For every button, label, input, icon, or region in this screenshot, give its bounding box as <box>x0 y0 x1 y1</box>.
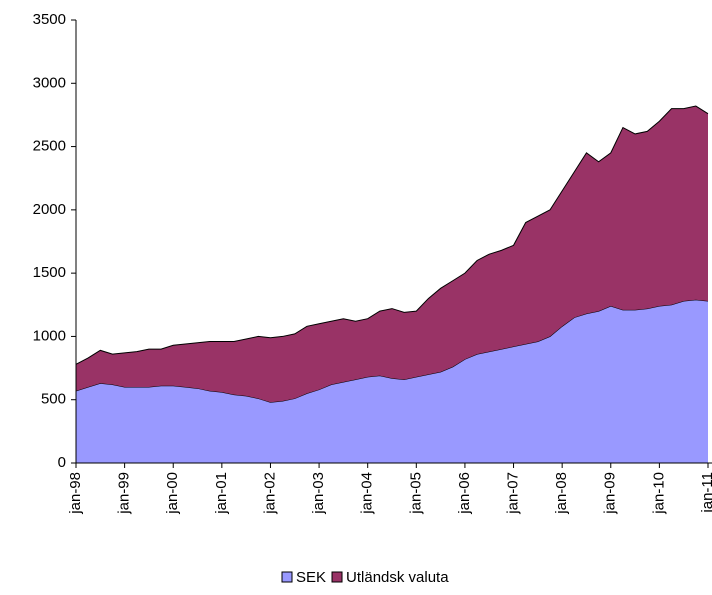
y-tick-label: 2500 <box>33 138 66 155</box>
x-tick-label: jan-04 <box>359 472 376 515</box>
x-tick-label: jan-03 <box>310 472 327 515</box>
x-tick-label: jan-02 <box>261 472 278 515</box>
y-tick-label: 0 <box>58 454 66 471</box>
x-tick-label: jan-05 <box>407 472 424 515</box>
x-tick-label: jan-01 <box>213 472 230 515</box>
x-tick-label: jan-00 <box>164 472 181 515</box>
y-tick-label: 3500 <box>33 11 66 28</box>
x-tick-label: jan-08 <box>553 472 570 515</box>
x-tick-label: jan-09 <box>602 472 619 515</box>
legend-swatch <box>281 571 293 583</box>
legend: SEK Utländsk valuta <box>281 569 449 586</box>
y-tick-label: 500 <box>41 391 66 408</box>
x-tick-label: jan-10 <box>650 472 667 515</box>
y-tick-label: 1000 <box>33 327 66 344</box>
area <box>76 299 708 463</box>
x-tick-label: jan-07 <box>505 472 522 515</box>
y-tick-label: 3000 <box>33 74 66 91</box>
legend-label: SEK <box>296 569 326 586</box>
area-edge <box>75 105 709 365</box>
y-tick-label: 2000 <box>33 201 66 218</box>
legend-label: Utländsk valuta <box>346 569 449 586</box>
x-tick-label: jan-06 <box>456 472 473 515</box>
legend-swatch <box>331 571 343 583</box>
x-tick-label: jan-98 <box>67 472 84 515</box>
area <box>76 106 708 403</box>
x-tick-label: jan-11 <box>699 472 712 514</box>
y-tick-label: 1500 <box>33 264 66 281</box>
x-tick-label: jan-99 <box>116 472 133 515</box>
